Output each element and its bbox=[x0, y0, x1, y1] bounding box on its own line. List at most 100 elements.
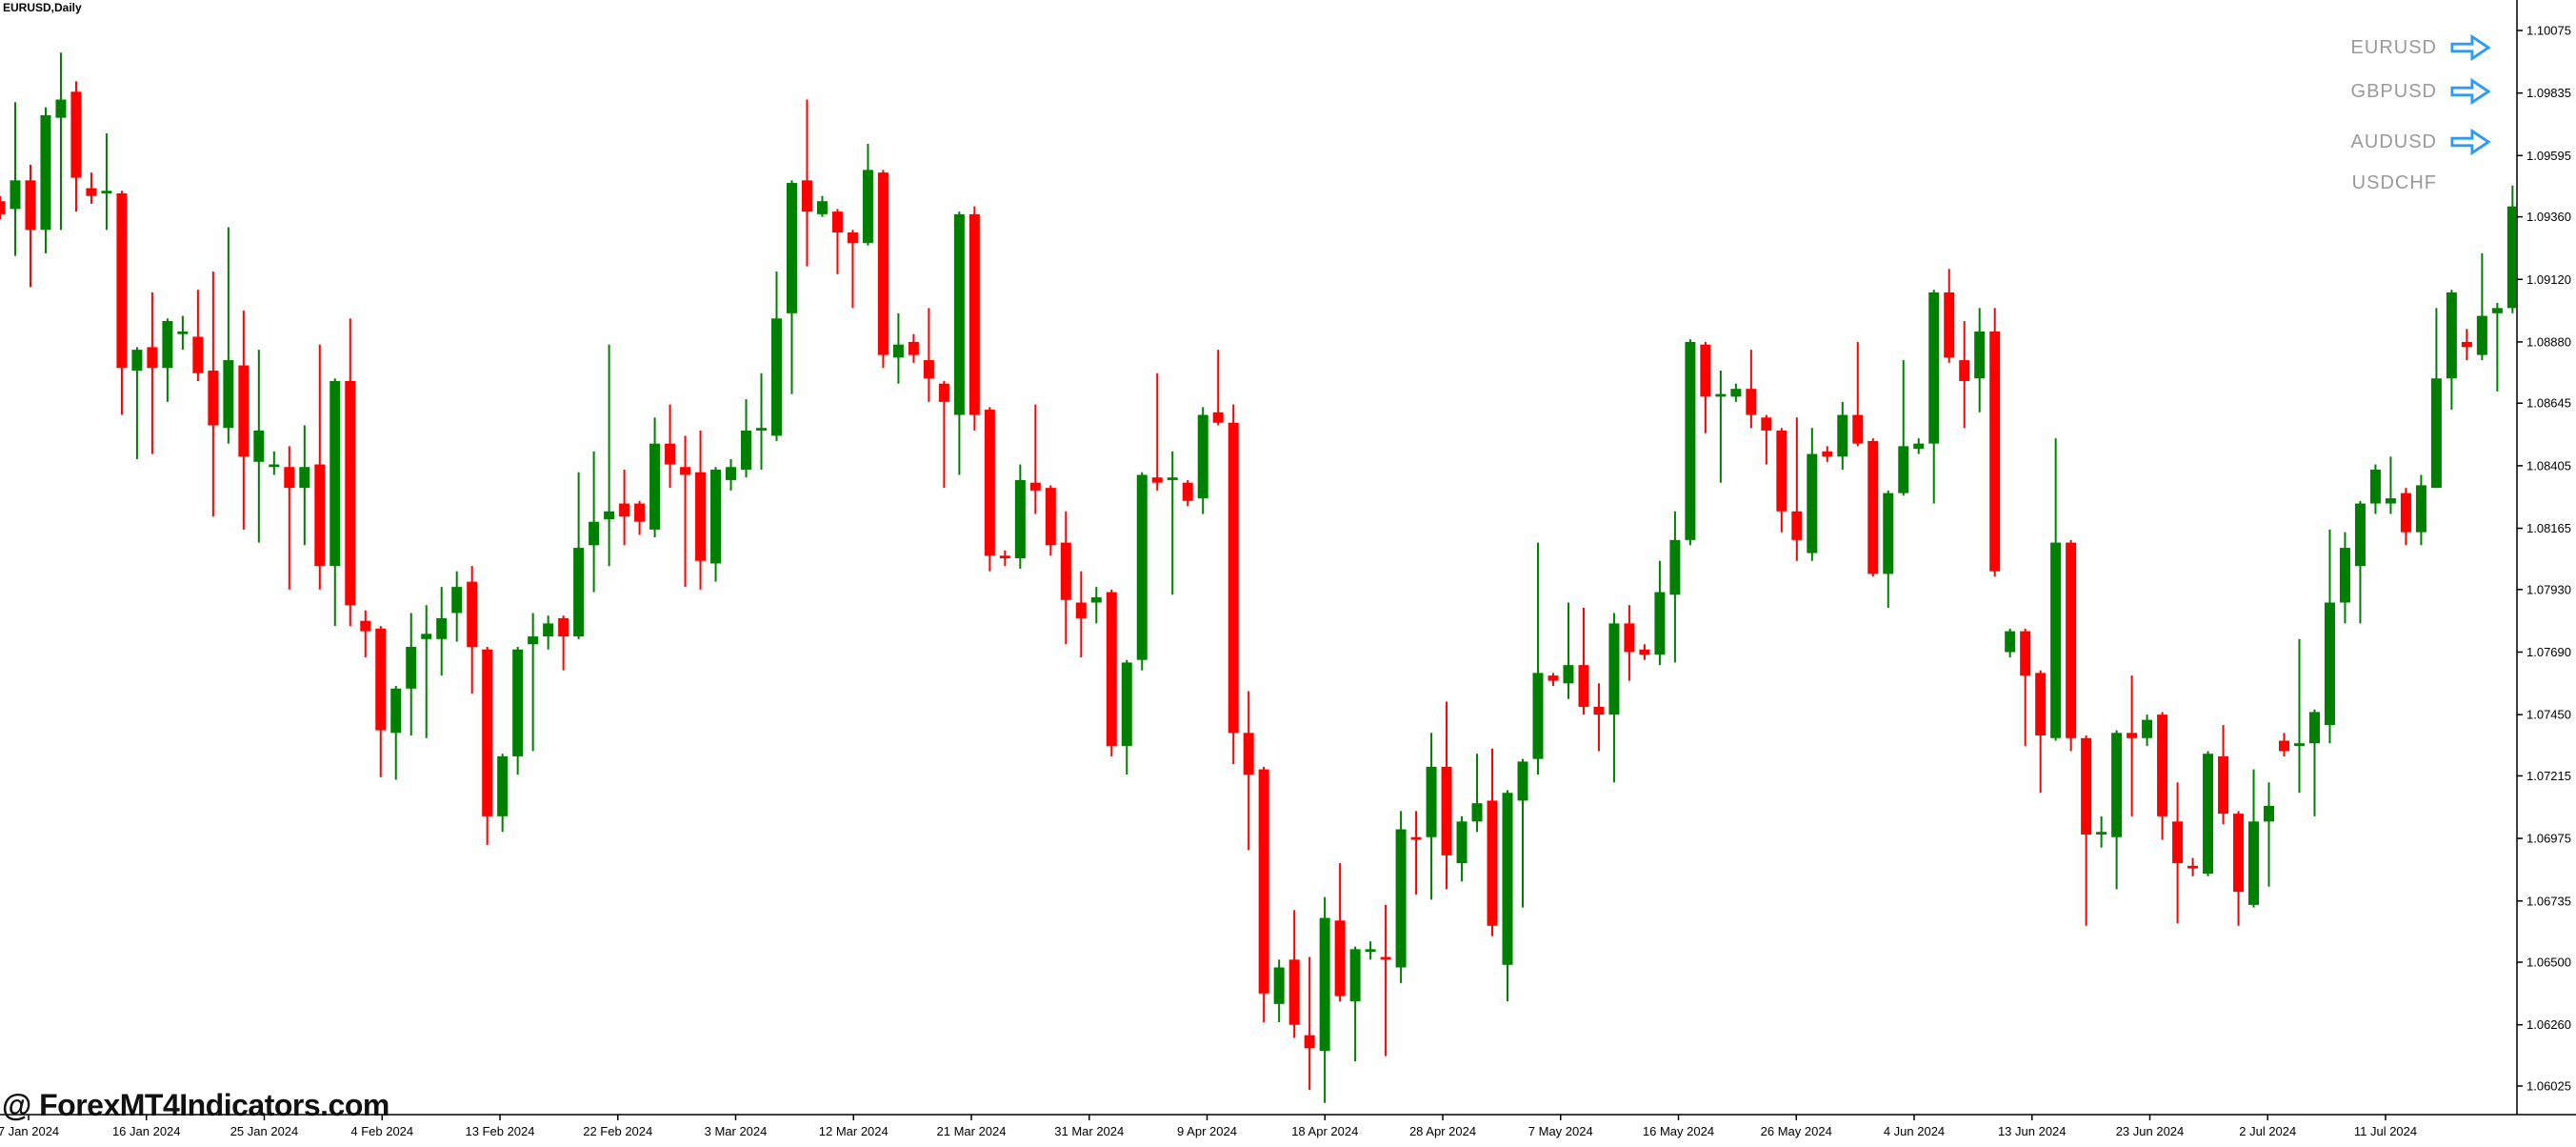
date-axis-label: 28 Apr 2024 bbox=[1409, 1124, 1476, 1138]
candle-bullish bbox=[862, 144, 873, 246]
date-axis-label: 31 Mar 2024 bbox=[1054, 1124, 1124, 1138]
candle-bullish bbox=[2293, 638, 2305, 794]
price-axis-label: 1.09120 bbox=[2526, 272, 2571, 287]
symbol-button-eurusd[interactable]: EURUSD bbox=[2351, 33, 2490, 62]
candle-bearish bbox=[984, 407, 995, 572]
blue-arrow-icon[interactable] bbox=[2450, 128, 2490, 156]
candle-bearish bbox=[467, 566, 478, 694]
date-axis-label: 13 Jun 2024 bbox=[1998, 1124, 2067, 1138]
date-axis-label: 21 Mar 2024 bbox=[937, 1124, 1007, 1138]
candle-bearish bbox=[923, 308, 934, 402]
candle-bearish bbox=[482, 647, 493, 845]
candle-bearish bbox=[1410, 811, 1422, 895]
watermark-text: @ ForexMT4Indicators.com bbox=[2, 1088, 389, 1122]
blue-arrow-icon[interactable] bbox=[2450, 33, 2490, 62]
candle-bullish bbox=[953, 211, 965, 475]
candle-bearish bbox=[1487, 748, 1498, 936]
candle-bullish bbox=[2111, 730, 2123, 890]
blue-arrow-icon[interactable] bbox=[2450, 77, 2490, 106]
symbol-label: AUDUSD bbox=[2350, 131, 2437, 152]
candle-bearish bbox=[2172, 782, 2184, 924]
candle-bullish bbox=[741, 399, 752, 478]
candle-bullish bbox=[269, 451, 280, 475]
candle-bearish bbox=[1944, 269, 1955, 363]
candle-bullish bbox=[512, 647, 524, 775]
candle-bearish bbox=[116, 191, 128, 415]
candle-bullish bbox=[1807, 428, 1818, 561]
price-axis-label: 1.10075 bbox=[2526, 24, 2571, 38]
candle-bullish bbox=[1913, 438, 1925, 454]
candle-bullish bbox=[1167, 451, 1178, 595]
candle-bullish bbox=[1883, 490, 1894, 608]
candle-bearish bbox=[0, 195, 6, 220]
candle-bearish bbox=[2233, 811, 2245, 926]
candle-bearish bbox=[619, 469, 630, 546]
candle-bearish bbox=[1441, 701, 1452, 890]
candle-bearish bbox=[1761, 414, 1772, 465]
candle-bullish bbox=[2369, 464, 2381, 514]
candle-bullish bbox=[756, 372, 767, 470]
date-axis-label: 12 Mar 2024 bbox=[819, 1124, 889, 1138]
candle-bearish bbox=[147, 292, 158, 454]
date-axis-label: 13 Feb 2024 bbox=[465, 1124, 534, 1138]
candle-bullish bbox=[1395, 811, 1407, 983]
candle-bearish bbox=[1593, 683, 1605, 752]
candle-bullish bbox=[1365, 941, 1376, 960]
candle-bearish bbox=[2127, 675, 2138, 816]
candle-bearish bbox=[558, 615, 569, 671]
plot-area[interactable] bbox=[0, 52, 2518, 1103]
candle-bullish bbox=[1136, 472, 1148, 671]
price-axis-label: 1.06975 bbox=[2526, 832, 2571, 846]
candle-bearish bbox=[938, 380, 949, 489]
candle-bullish bbox=[299, 425, 310, 546]
candle-bullish bbox=[2430, 308, 2442, 489]
candle-bearish bbox=[1791, 417, 1803, 561]
candle-bullish bbox=[223, 227, 234, 444]
candle-bullish bbox=[816, 195, 828, 217]
date-axis-label: 4 Feb 2024 bbox=[350, 1124, 413, 1138]
candle-bullish bbox=[1532, 542, 1544, 775]
symbol-label: GBPUSD bbox=[2350, 80, 2437, 102]
price-axis-label: 1.09360 bbox=[2526, 210, 2571, 224]
candle-bullish bbox=[436, 587, 448, 676]
candle-bearish bbox=[1212, 350, 1224, 426]
symbol-button-gbpusd[interactable]: GBPUSD bbox=[2351, 77, 2490, 106]
candle-bullish bbox=[1349, 946, 1361, 1062]
candle-bearish bbox=[314, 344, 326, 590]
candle-bullish bbox=[2248, 769, 2260, 908]
candle-bearish bbox=[1045, 485, 1056, 556]
candle-bearish bbox=[968, 206, 980, 431]
candle-bearish bbox=[1060, 511, 1071, 645]
candle-bullish bbox=[1471, 754, 1483, 833]
symbol-label: EURUSD bbox=[2350, 36, 2437, 58]
candle-bearish bbox=[908, 333, 919, 363]
candle-bearish bbox=[1243, 691, 1254, 851]
candle-bullish bbox=[1090, 587, 1102, 624]
candle-bullish bbox=[2476, 252, 2487, 361]
candle-bearish bbox=[1852, 341, 1864, 447]
candle-bullish bbox=[177, 315, 189, 351]
candle-bullish bbox=[892, 312, 904, 384]
candle-bearish bbox=[2218, 725, 2229, 825]
candle-bearish bbox=[284, 446, 295, 590]
candle-bearish bbox=[634, 500, 646, 535]
candle-bearish bbox=[70, 81, 82, 212]
price-axis-label: 1.08405 bbox=[2526, 458, 2571, 473]
candle-bullish bbox=[451, 571, 463, 642]
candle-bearish bbox=[208, 272, 219, 517]
candle-bullish bbox=[1669, 511, 1681, 663]
candle-bullish bbox=[543, 615, 554, 650]
symbol-button-audusd[interactable]: AUDUSD bbox=[2351, 128, 2490, 156]
symbol-button-usdchf[interactable]: USDCHF bbox=[2352, 169, 2490, 197]
date-axis-label: 16 May 2024 bbox=[1643, 1124, 1714, 1138]
symbol-label: USDCHF bbox=[2351, 171, 2437, 193]
candle-bearish bbox=[345, 318, 356, 627]
candle-bearish bbox=[2400, 488, 2411, 546]
date-axis-label: 18 Apr 2024 bbox=[1291, 1124, 1358, 1138]
candle-bearish bbox=[1700, 341, 1711, 433]
candle-bearish bbox=[1288, 910, 1300, 1038]
candle-bearish bbox=[2020, 628, 2031, 746]
empty-arrow-slot bbox=[2450, 169, 2490, 197]
candle-bullish bbox=[1502, 790, 1513, 1002]
